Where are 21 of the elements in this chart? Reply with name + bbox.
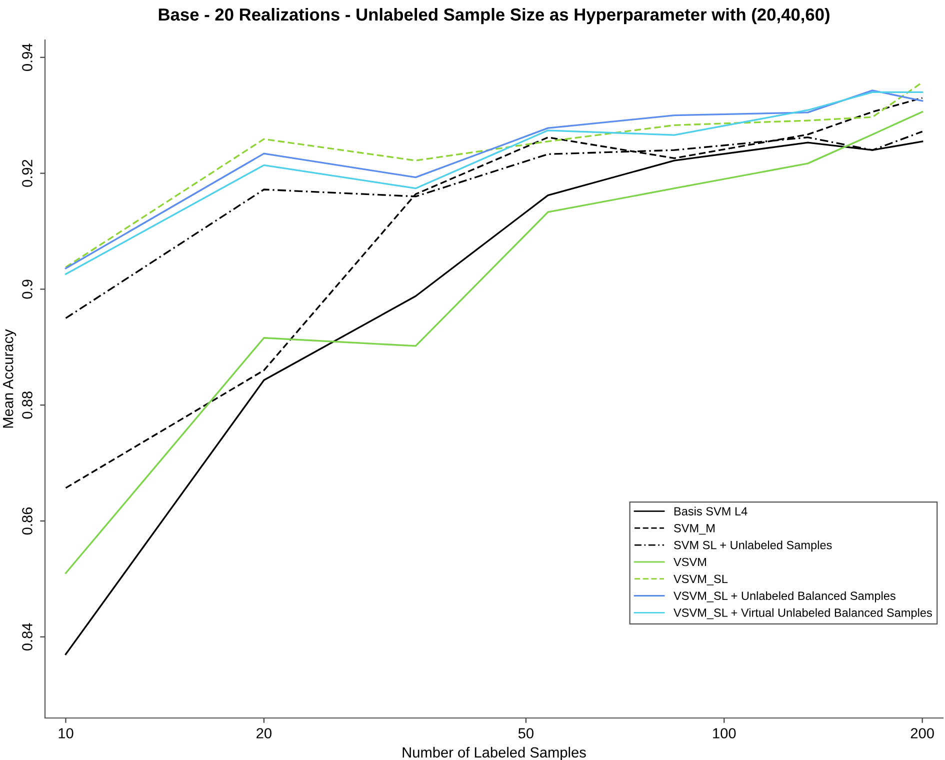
y-tick-label: 0.86 — [22, 507, 32, 535]
x-tick-label: 10 — [58, 728, 74, 738]
y-tick-label: 0.84 — [22, 623, 32, 650]
y-tick-label: 0.9 — [22, 280, 32, 299]
y-tick-label: 0.94 — [22, 44, 32, 72]
x-axis-title: Number of Labeled Samples — [402, 746, 586, 760]
x-tick-label: 20 — [256, 728, 272, 738]
legend-label: VSVM_SL + Virtual Unlabeled Balanced Samples — [674, 608, 932, 620]
y-tick-label: 0.88 — [22, 392, 32, 419]
legend-label: VSVM — [674, 558, 706, 566]
legend-label: Basis SVM L4 — [674, 506, 748, 516]
x-tick-label: 100 — [713, 728, 736, 738]
legend-label: SVM SL + Unlabeled Samples — [674, 540, 832, 552]
y-tick-label: 0.92 — [22, 160, 32, 187]
y-axis-title: Mean Accuracy — [3, 329, 16, 428]
legend-label: SVM_M — [674, 524, 715, 535]
legend-label: VSVM_SL — [674, 574, 728, 586]
x-tick-label: 200 — [910, 728, 934, 738]
x-tick-label: 50 — [518, 728, 534, 738]
chart-title: Base - 20 Realizations - Unlabeled Sample Size as Hyperparameter with (20,40,60) — [158, 8, 830, 24]
legend-label: VSVM_SL + Unlabeled Balanced Samples — [674, 591, 896, 602]
